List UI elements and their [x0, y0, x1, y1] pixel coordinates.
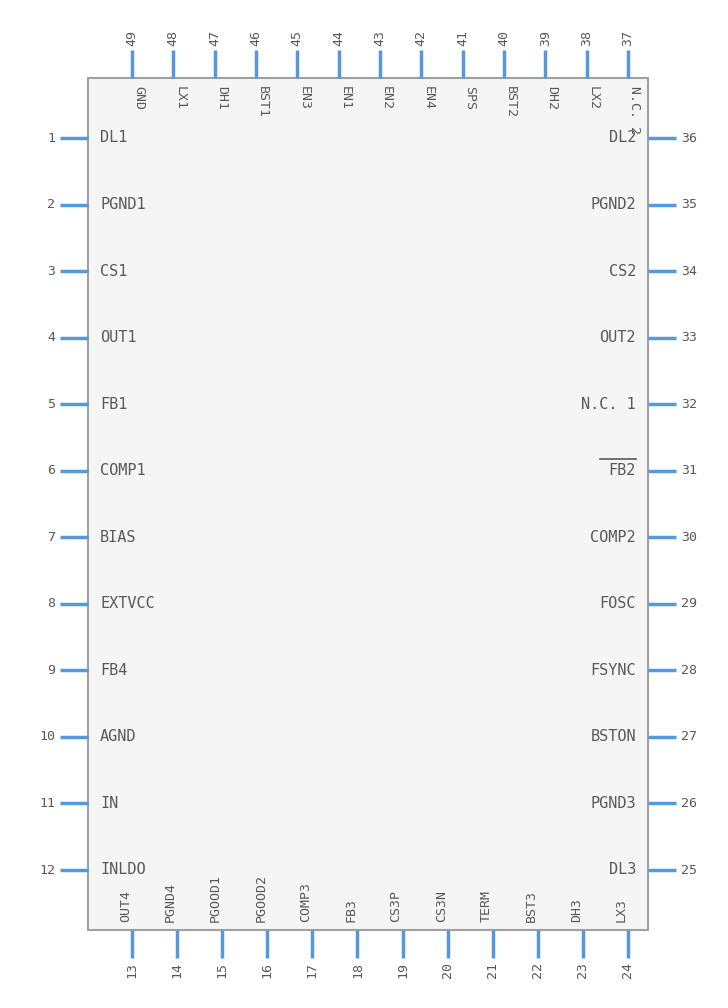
Text: 45: 45 — [290, 30, 304, 46]
Text: 40: 40 — [497, 30, 510, 46]
Text: EN2: EN2 — [380, 86, 393, 110]
Text: IN: IN — [100, 796, 118, 811]
Text: LX2: LX2 — [587, 86, 600, 110]
Text: OUT1: OUT1 — [100, 331, 137, 345]
Text: DL2: DL2 — [609, 130, 636, 145]
Text: 11: 11 — [39, 797, 55, 810]
Text: SPS: SPS — [463, 86, 475, 110]
Text: DH1: DH1 — [215, 86, 228, 110]
Text: 28: 28 — [681, 664, 697, 676]
Text: COMP3: COMP3 — [299, 882, 312, 922]
Text: 33: 33 — [681, 332, 697, 344]
Text: PGND1: PGND1 — [100, 197, 146, 212]
Text: 26: 26 — [681, 797, 697, 810]
Text: FB2: FB2 — [609, 464, 636, 478]
Text: DH3: DH3 — [570, 898, 583, 922]
Text: LX1: LX1 — [173, 86, 186, 110]
Text: EXTVCC: EXTVCC — [100, 597, 155, 611]
Text: CS2: CS2 — [609, 263, 636, 278]
Text: EN1: EN1 — [339, 86, 352, 110]
Text: BST1: BST1 — [256, 86, 269, 118]
Text: 10: 10 — [39, 731, 55, 744]
Text: 32: 32 — [681, 398, 697, 410]
Text: INLDO: INLDO — [100, 863, 146, 878]
Text: 31: 31 — [681, 465, 697, 477]
Text: 35: 35 — [681, 198, 697, 211]
Text: 3: 3 — [47, 264, 55, 277]
Bar — [88, 78, 648, 930]
Text: 16: 16 — [261, 962, 274, 978]
Text: FB4: FB4 — [100, 663, 127, 677]
Text: PGOOD2: PGOOD2 — [254, 874, 267, 922]
Text: BST3: BST3 — [525, 890, 538, 922]
Text: 49: 49 — [125, 30, 138, 46]
Text: 41: 41 — [456, 30, 469, 46]
Text: 19: 19 — [396, 962, 409, 978]
Text: EN3: EN3 — [297, 86, 310, 110]
Text: CS1: CS1 — [100, 263, 127, 278]
Text: N.C. 2: N.C. 2 — [628, 86, 641, 134]
Text: 23: 23 — [577, 962, 590, 978]
Text: 1: 1 — [47, 131, 55, 144]
Text: 18: 18 — [351, 962, 364, 978]
Text: CS3P: CS3P — [389, 890, 403, 922]
Text: 42: 42 — [415, 30, 428, 46]
Text: 25: 25 — [681, 864, 697, 877]
Text: FSYNC: FSYNC — [590, 663, 636, 677]
Text: TERM: TERM — [480, 890, 493, 922]
Text: BST2: BST2 — [504, 86, 517, 118]
Text: COMP2: COMP2 — [590, 530, 636, 544]
Text: 27: 27 — [681, 731, 697, 744]
Text: 21: 21 — [486, 962, 499, 978]
Text: 17: 17 — [306, 962, 319, 978]
Text: 5: 5 — [47, 398, 55, 410]
Text: 6: 6 — [47, 465, 55, 477]
Text: 44: 44 — [332, 30, 345, 46]
Text: EN4: EN4 — [422, 86, 435, 110]
Text: 4: 4 — [47, 332, 55, 344]
Text: 38: 38 — [580, 30, 593, 46]
Text: FB1: FB1 — [100, 397, 127, 411]
Text: 34: 34 — [681, 264, 697, 277]
Text: 2: 2 — [47, 198, 55, 211]
Text: 47: 47 — [208, 30, 221, 46]
Text: 24: 24 — [622, 962, 635, 978]
Text: DL3: DL3 — [609, 863, 636, 878]
Text: PGOOD1: PGOOD1 — [209, 874, 222, 922]
Text: N.C. 1: N.C. 1 — [581, 397, 636, 411]
Text: 48: 48 — [167, 30, 180, 46]
Text: 15: 15 — [215, 962, 229, 978]
Text: 14: 14 — [170, 962, 183, 978]
Text: 8: 8 — [47, 598, 55, 610]
Text: 37: 37 — [622, 30, 635, 46]
Text: FB3: FB3 — [344, 898, 357, 922]
Text: GND: GND — [132, 86, 145, 110]
Text: CS3N: CS3N — [435, 890, 448, 922]
Text: 7: 7 — [47, 531, 55, 543]
Text: 22: 22 — [531, 962, 545, 978]
Text: 20: 20 — [441, 962, 454, 978]
Text: DL1: DL1 — [100, 130, 127, 145]
Text: 9: 9 — [47, 664, 55, 676]
Text: 46: 46 — [250, 30, 263, 46]
Text: OUT4: OUT4 — [119, 890, 132, 922]
Text: 39: 39 — [539, 30, 552, 46]
Text: COMP1: COMP1 — [100, 464, 146, 478]
Text: BSTON: BSTON — [590, 730, 636, 745]
Text: PGND2: PGND2 — [590, 197, 636, 212]
Text: DH2: DH2 — [545, 86, 558, 110]
Text: BIAS: BIAS — [100, 530, 137, 544]
Text: 29: 29 — [681, 598, 697, 610]
Text: 12: 12 — [39, 864, 55, 877]
Text: OUT2: OUT2 — [599, 331, 636, 345]
Text: LX3: LX3 — [615, 898, 628, 922]
Text: 43: 43 — [373, 30, 387, 46]
Text: PGND4: PGND4 — [164, 882, 177, 922]
Text: FOSC: FOSC — [599, 597, 636, 611]
Text: 30: 30 — [681, 531, 697, 543]
Text: 36: 36 — [681, 131, 697, 144]
Text: AGND: AGND — [100, 730, 137, 745]
Text: 13: 13 — [125, 962, 138, 978]
Text: PGND3: PGND3 — [590, 796, 636, 811]
